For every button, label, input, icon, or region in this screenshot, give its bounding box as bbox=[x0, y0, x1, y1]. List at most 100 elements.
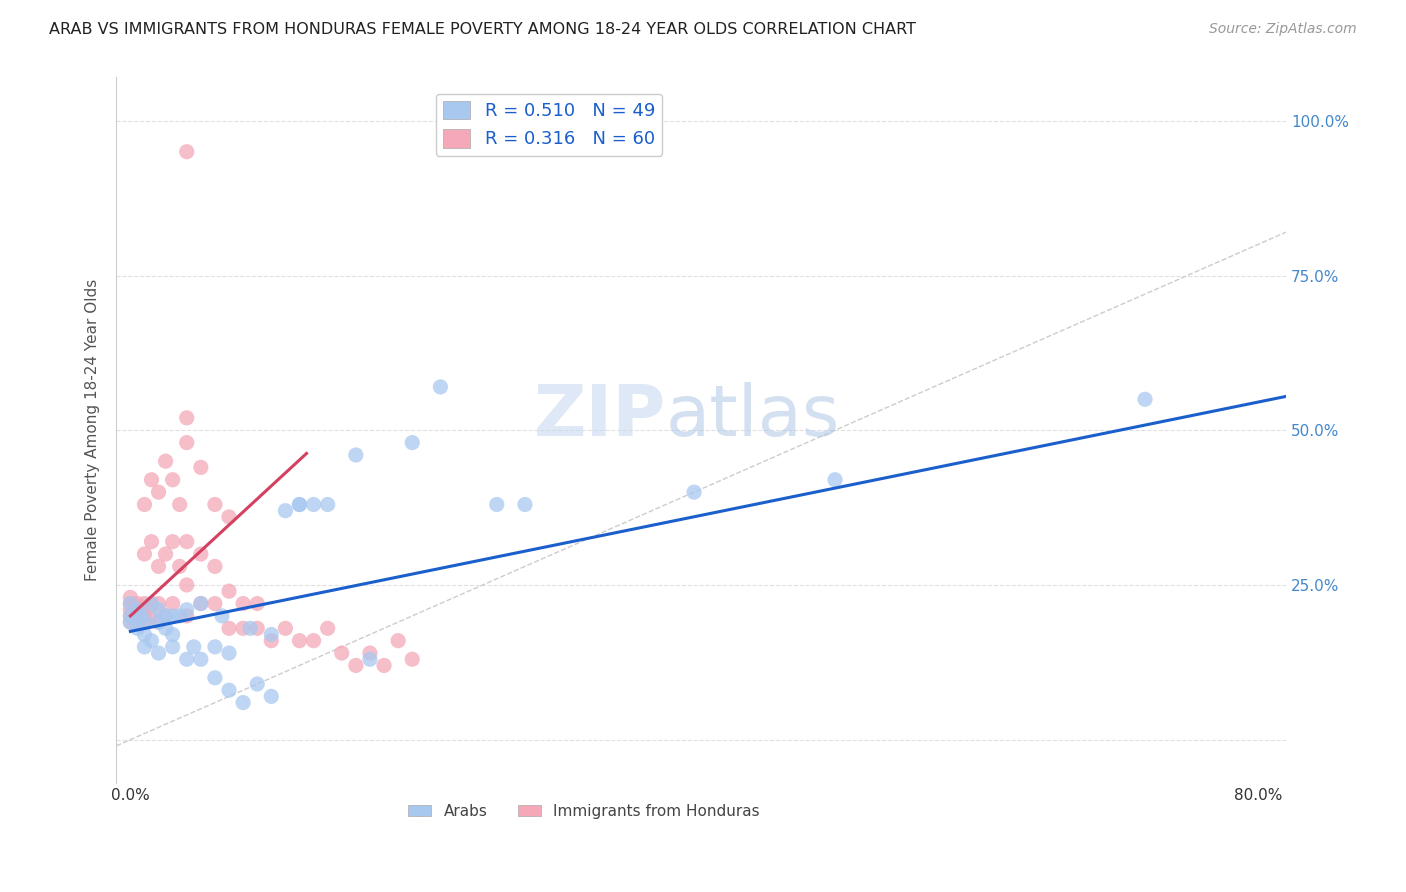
Point bbox=[134, 640, 156, 654]
Point bbox=[131, 603, 153, 617]
Point bbox=[120, 597, 142, 611]
Point bbox=[162, 534, 184, 549]
Point bbox=[169, 608, 191, 623]
Point bbox=[169, 498, 191, 512]
Point bbox=[190, 597, 212, 611]
Point bbox=[148, 603, 170, 617]
Point bbox=[120, 615, 142, 629]
Point bbox=[169, 559, 191, 574]
Point bbox=[274, 621, 297, 635]
Point bbox=[211, 608, 233, 623]
Point bbox=[176, 534, 198, 549]
Point bbox=[127, 608, 149, 623]
Point bbox=[359, 652, 381, 666]
Point bbox=[127, 615, 149, 629]
Point bbox=[176, 145, 198, 159]
Point bbox=[218, 646, 240, 660]
Point bbox=[148, 559, 170, 574]
Point bbox=[401, 435, 423, 450]
Point bbox=[274, 504, 297, 518]
Point bbox=[141, 633, 163, 648]
Point bbox=[120, 615, 142, 629]
Point bbox=[316, 498, 339, 512]
Point bbox=[218, 509, 240, 524]
Point bbox=[302, 498, 325, 512]
Point bbox=[134, 597, 156, 611]
Point bbox=[232, 621, 254, 635]
Point bbox=[359, 646, 381, 660]
Point bbox=[260, 690, 283, 704]
Point bbox=[302, 633, 325, 648]
Point bbox=[148, 597, 170, 611]
Point bbox=[232, 696, 254, 710]
Point bbox=[155, 608, 177, 623]
Point bbox=[260, 627, 283, 641]
Text: ARAB VS IMMIGRANTS FROM HONDURAS FEMALE POVERTY AMONG 18-24 YEAR OLDS CORRELATIO: ARAB VS IMMIGRANTS FROM HONDURAS FEMALE … bbox=[49, 22, 917, 37]
Point bbox=[141, 473, 163, 487]
Text: Source: ZipAtlas.com: Source: ZipAtlas.com bbox=[1209, 22, 1357, 37]
Point bbox=[134, 608, 156, 623]
Point bbox=[190, 547, 212, 561]
Legend: Arabs, Immigrants from Honduras: Arabs, Immigrants from Honduras bbox=[402, 797, 766, 825]
Point bbox=[218, 683, 240, 698]
Point bbox=[401, 652, 423, 666]
Point bbox=[134, 615, 156, 629]
Point bbox=[288, 498, 311, 512]
Point bbox=[176, 410, 198, 425]
Point bbox=[127, 597, 149, 611]
Point bbox=[162, 473, 184, 487]
Point bbox=[429, 380, 451, 394]
Point bbox=[288, 498, 311, 512]
Point bbox=[204, 640, 226, 654]
Point bbox=[134, 627, 156, 641]
Point bbox=[120, 603, 142, 617]
Point bbox=[141, 597, 163, 611]
Point bbox=[218, 584, 240, 599]
Point bbox=[204, 671, 226, 685]
Point bbox=[134, 615, 156, 629]
Point bbox=[141, 608, 163, 623]
Point bbox=[513, 498, 536, 512]
Point bbox=[127, 603, 149, 617]
Point bbox=[190, 597, 212, 611]
Point bbox=[246, 677, 269, 691]
Point bbox=[204, 559, 226, 574]
Point bbox=[239, 621, 262, 635]
Point bbox=[288, 633, 311, 648]
Point bbox=[246, 597, 269, 611]
Point bbox=[218, 621, 240, 635]
Text: ZIP: ZIP bbox=[534, 382, 666, 450]
Point bbox=[176, 578, 198, 592]
Point bbox=[246, 621, 269, 635]
Point bbox=[176, 603, 198, 617]
Point bbox=[120, 591, 142, 605]
Point bbox=[131, 608, 153, 623]
Point bbox=[176, 435, 198, 450]
Point bbox=[190, 652, 212, 666]
Point bbox=[134, 547, 156, 561]
Point bbox=[176, 652, 198, 666]
Point bbox=[148, 615, 170, 629]
Point bbox=[162, 640, 184, 654]
Point bbox=[120, 608, 142, 623]
Point bbox=[141, 597, 163, 611]
Point bbox=[204, 597, 226, 611]
Point bbox=[155, 454, 177, 468]
Point bbox=[148, 646, 170, 660]
Point bbox=[141, 534, 163, 549]
Y-axis label: Female Poverty Among 18-24 Year Olds: Female Poverty Among 18-24 Year Olds bbox=[86, 279, 100, 582]
Text: atlas: atlas bbox=[666, 382, 841, 450]
Point bbox=[387, 633, 409, 648]
Point bbox=[683, 485, 706, 500]
Point bbox=[162, 608, 184, 623]
Point bbox=[316, 621, 339, 635]
Point bbox=[232, 597, 254, 611]
Point bbox=[176, 608, 198, 623]
Point bbox=[190, 460, 212, 475]
Point bbox=[260, 633, 283, 648]
Point bbox=[824, 473, 846, 487]
Point bbox=[127, 621, 149, 635]
Point bbox=[344, 448, 367, 462]
Point bbox=[330, 646, 353, 660]
Point bbox=[162, 627, 184, 641]
